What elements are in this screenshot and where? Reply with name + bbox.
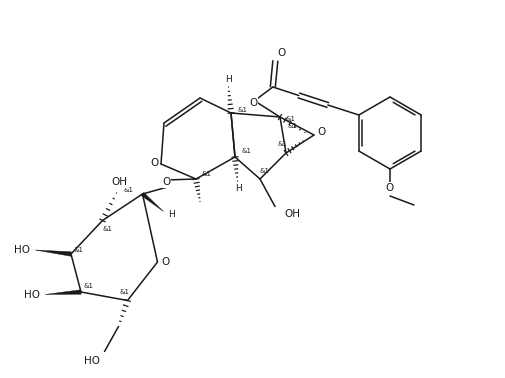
Text: &1: &1	[276, 141, 286, 147]
Text: O: O	[317, 127, 326, 138]
Text: &1: &1	[285, 116, 295, 122]
Text: H: H	[225, 75, 232, 84]
Polygon shape	[35, 250, 71, 256]
Text: &1: &1	[240, 148, 250, 154]
Text: H: H	[235, 184, 241, 193]
Text: &1: &1	[83, 283, 93, 289]
Text: OH: OH	[111, 177, 127, 187]
Text: &1: &1	[103, 226, 112, 232]
Text: HO: HO	[14, 245, 30, 255]
Text: &1: &1	[260, 168, 270, 174]
Text: OH: OH	[284, 209, 300, 219]
Polygon shape	[45, 290, 81, 294]
Text: &1: &1	[120, 288, 130, 294]
Text: &1: &1	[236, 107, 246, 113]
Text: HO: HO	[84, 355, 100, 366]
Text: O: O	[277, 48, 285, 59]
Text: &1: &1	[73, 247, 83, 253]
Text: HO: HO	[24, 290, 40, 299]
Text: &1: &1	[201, 171, 212, 177]
Text: O: O	[150, 158, 158, 168]
Text: O: O	[385, 183, 393, 193]
Text: &1: &1	[287, 123, 297, 129]
Text: &1: &1	[123, 187, 133, 193]
Text: O: O	[249, 98, 258, 108]
Text: O: O	[161, 257, 169, 267]
Text: O: O	[162, 178, 171, 187]
Text: H: H	[168, 211, 175, 220]
Polygon shape	[141, 192, 163, 212]
